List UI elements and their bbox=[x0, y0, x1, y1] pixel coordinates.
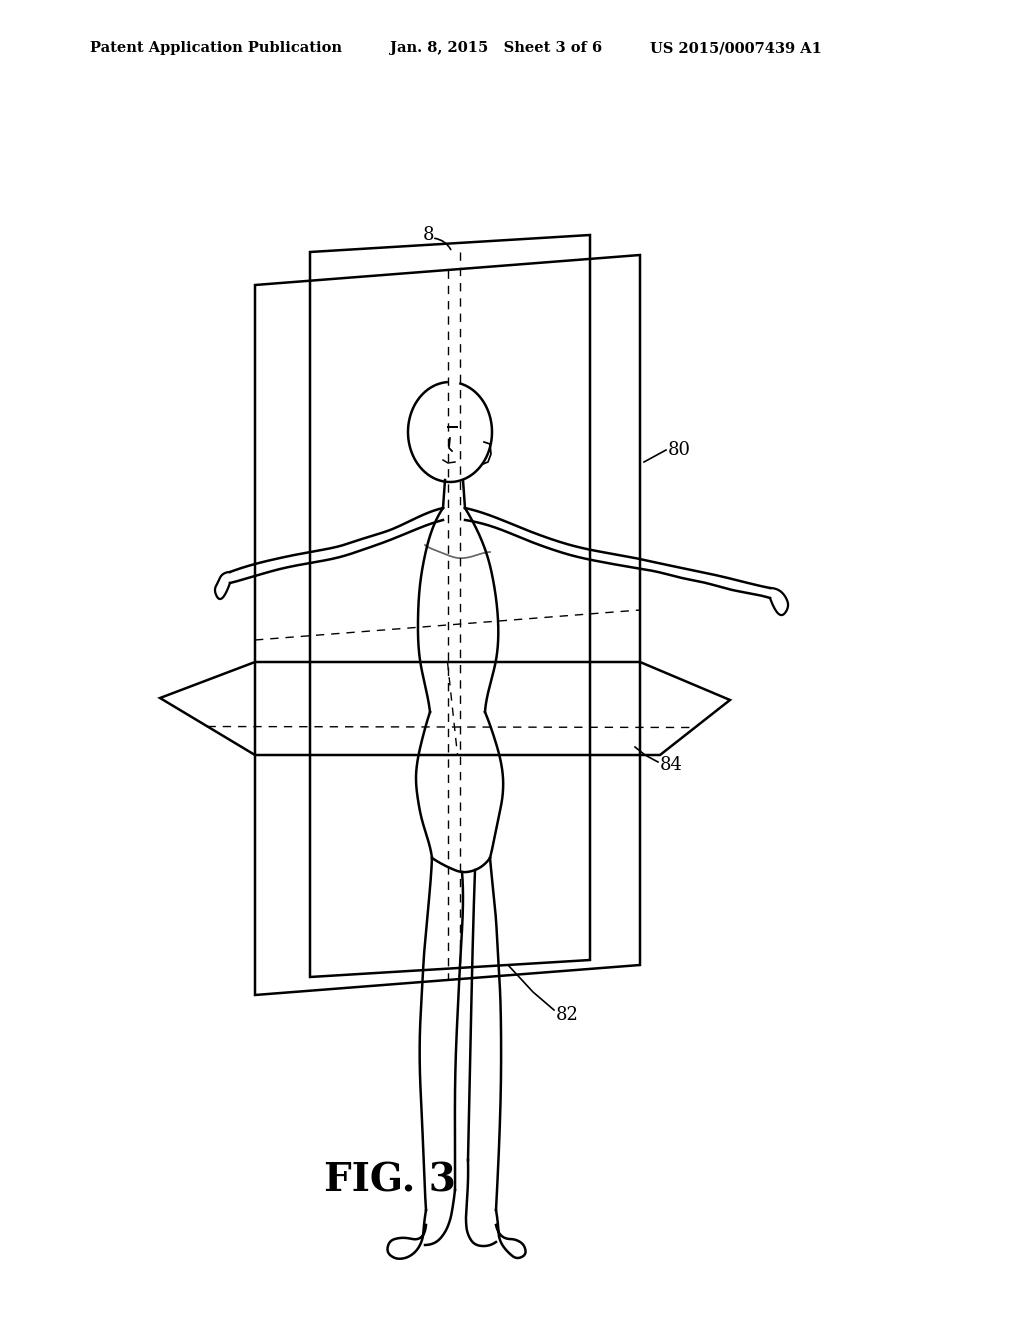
Text: Jan. 8, 2015   Sheet 3 of 6: Jan. 8, 2015 Sheet 3 of 6 bbox=[390, 41, 602, 55]
Text: 80: 80 bbox=[668, 441, 691, 459]
Text: FIG. 3: FIG. 3 bbox=[324, 1162, 456, 1199]
Text: 82: 82 bbox=[556, 1006, 579, 1024]
Text: US 2015/0007439 A1: US 2015/0007439 A1 bbox=[650, 41, 822, 55]
Text: Patent Application Publication: Patent Application Publication bbox=[90, 41, 342, 55]
Text: 8: 8 bbox=[422, 226, 434, 244]
Text: 84: 84 bbox=[660, 756, 683, 774]
